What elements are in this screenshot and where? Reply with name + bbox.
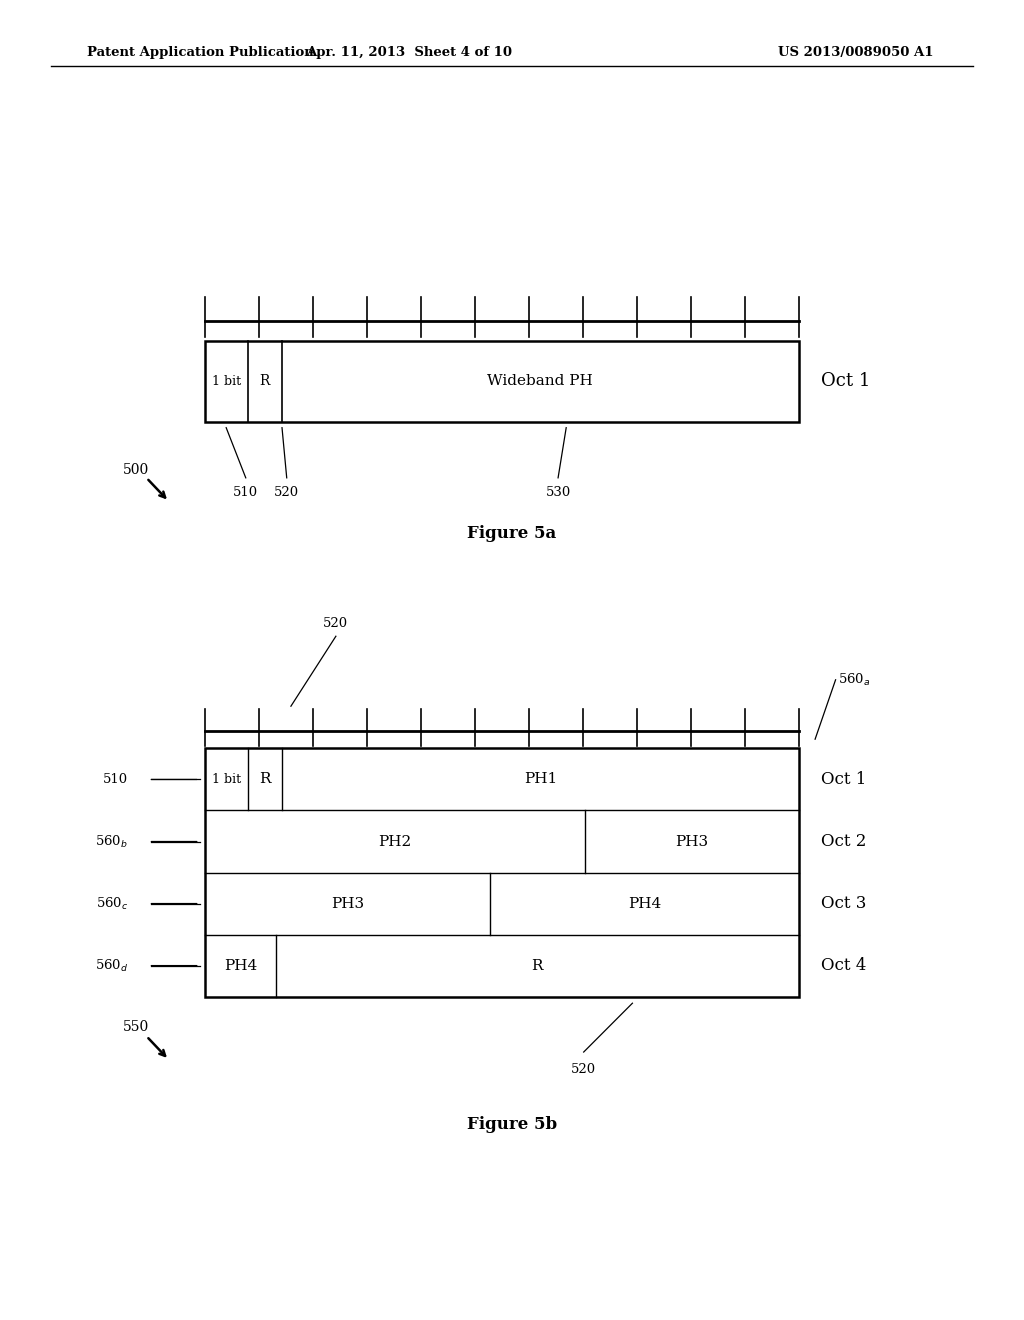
Text: 1 bit: 1 bit xyxy=(212,375,241,388)
Text: Oct 2: Oct 2 xyxy=(821,833,866,850)
Text: PH4: PH4 xyxy=(224,958,257,973)
Text: PH3: PH3 xyxy=(675,834,709,849)
Text: Oct 3: Oct 3 xyxy=(821,895,866,912)
Text: Apr. 11, 2013  Sheet 4 of 10: Apr. 11, 2013 Sheet 4 of 10 xyxy=(306,46,513,59)
Text: US 2013/0089050 A1: US 2013/0089050 A1 xyxy=(778,46,934,59)
Text: 520: 520 xyxy=(274,486,299,499)
Text: 500: 500 xyxy=(123,463,150,477)
Text: 530: 530 xyxy=(546,486,570,499)
Text: 560$_a$: 560$_a$ xyxy=(838,672,870,688)
Text: Wideband PH: Wideband PH xyxy=(487,375,593,388)
Text: PH2: PH2 xyxy=(378,834,412,849)
Text: PH4: PH4 xyxy=(628,896,660,911)
Text: 560$_d$: 560$_d$ xyxy=(94,957,128,974)
Text: PH1: PH1 xyxy=(523,772,557,787)
Text: R: R xyxy=(259,772,270,787)
Text: 510: 510 xyxy=(102,774,128,785)
Text: Patent Application Publication: Patent Application Publication xyxy=(87,46,313,59)
Text: 560$_c$: 560$_c$ xyxy=(95,895,128,912)
Text: 510: 510 xyxy=(233,486,258,499)
Text: 550: 550 xyxy=(123,1020,150,1034)
Text: 560$_b$: 560$_b$ xyxy=(95,833,128,850)
Text: R: R xyxy=(531,958,543,973)
Text: Figure 5a: Figure 5a xyxy=(467,525,557,541)
Text: 520: 520 xyxy=(571,1063,596,1076)
Text: PH3: PH3 xyxy=(331,896,364,911)
Text: R: R xyxy=(260,375,270,388)
Text: 520: 520 xyxy=(324,616,348,630)
Text: Figure 5b: Figure 5b xyxy=(467,1117,557,1133)
Bar xyxy=(205,748,799,997)
Bar xyxy=(205,341,799,422)
Text: Oct 1: Oct 1 xyxy=(821,372,870,391)
Text: Oct 1: Oct 1 xyxy=(821,771,866,788)
Text: 1 bit: 1 bit xyxy=(212,774,241,785)
Text: Oct 4: Oct 4 xyxy=(821,957,866,974)
